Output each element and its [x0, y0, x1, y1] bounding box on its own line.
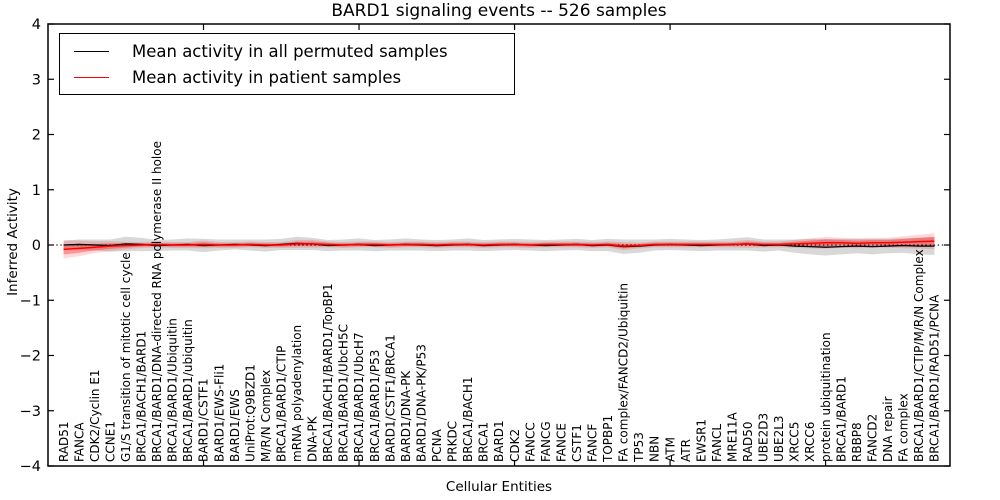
x-category-label: RAD50 — [741, 421, 755, 462]
x-category-label: BRCA1/BARD1/UbcH7 — [352, 332, 366, 462]
x-category-label: PRKDC — [446, 421, 460, 462]
legend-label-patient: Mean activity in patient samples — [132, 67, 402, 87]
x-category-label: CSTF1 — [570, 424, 584, 462]
series-band-patient-outer — [63, 233, 935, 259]
series-band-permuted — [63, 236, 935, 256]
x-category-label: UniProt:Q9BZD1 — [243, 364, 257, 462]
x-category-label: FANCA — [72, 422, 86, 462]
x-category-label: BARD1/CSTF1/BRCA1 — [383, 334, 397, 462]
x-category-label: FANCD2 — [865, 414, 879, 462]
x-category-label: DNA repair — [881, 396, 895, 462]
y-tick-label: −3 — [20, 404, 41, 420]
x-category-label: UBE2L3 — [772, 415, 786, 462]
x-category-label: RAD51 — [57, 421, 71, 462]
x-category-label: BARD1/EWS-Fli1 — [212, 364, 226, 462]
x-category-label: BARD1/DNA-PK — [399, 370, 413, 462]
x-category-label: BRCA1/BARD1/P53 — [368, 350, 382, 462]
y-tick-label: 0 — [32, 238, 41, 254]
x-category-label: BARD1 — [492, 420, 506, 462]
x-category-label: mRNA polyadenylation — [290, 325, 304, 462]
x-category-label: XRCC6 — [803, 422, 817, 462]
y-tick-label: −4 — [20, 459, 41, 475]
x-axis-label: Cellular Entities — [445, 479, 553, 495]
y-tick-label: 2 — [32, 128, 41, 144]
x-category-label: BARD1/DNA-PK/P53 — [414, 344, 428, 462]
x-category-label: G1/S transition of mitotic cell cycle — [119, 252, 133, 462]
y-tick-label: 4 — [32, 17, 41, 33]
x-category-label: BRCA1/BARD1/ubiquitin — [181, 319, 195, 462]
x-category-label: BRCA1/BACH1 — [461, 376, 475, 462]
x-category-label: RBBP8 — [850, 422, 864, 462]
y-tick-label: −1 — [20, 293, 41, 309]
x-category-label: BRCA1/BARD1/Ubiquitin — [166, 318, 180, 462]
x-category-label: BRCA1/BARD1/RAD51/PCNA — [928, 294, 942, 462]
x-category-label: FANCC — [523, 422, 537, 462]
x-category-label: TP53 — [632, 432, 646, 463]
legend-item-permuted: Mean activity in all permuted samples — [60, 42, 514, 61]
legend-line-swatch-patient — [74, 76, 109, 78]
x-category-label: CCNE1 — [103, 421, 117, 462]
x-category-label: CDK2/Cyclin E1 — [88, 369, 102, 462]
x-category-label: NBN — [648, 436, 662, 462]
x-category-label: M/R/N Complex — [259, 370, 273, 462]
x-category-label: FANCF — [586, 424, 600, 462]
x-category-label: BRCA1/BACH1/BARD1 — [135, 331, 149, 462]
x-category-label: EWSR1 — [694, 419, 708, 462]
x-category-label: FA complex/FANCD2/Ubiquitin — [617, 283, 631, 462]
x-category-label: DNA-PK — [306, 415, 320, 462]
x-category-label: BARD1/EWS — [228, 389, 242, 462]
legend-line-swatch-permuted — [74, 50, 109, 52]
x-category-label: BARD1/CSTF1 — [197, 378, 211, 462]
x-category-label: BRCA1/BARD1/DNA-directed RNA polymerase … — [150, 141, 164, 462]
legend: Mean activity in all permuted samples Me… — [59, 33, 515, 95]
x-category-label: ATM — [663, 437, 677, 462]
x-category-label: BRCA1/BARD1 — [834, 376, 848, 462]
y-tick-label: −2 — [20, 349, 41, 365]
x-category-label: MRE11A — [725, 411, 739, 462]
x-category-label: BRCA1/BACH1/BARD1/TopBP1 — [321, 283, 335, 462]
x-category-label: BRCA1/BARD1/CTIP — [274, 346, 288, 462]
x-category-label: FANCG — [539, 421, 553, 462]
legend-item-patient: Mean activity in patient samples — [60, 68, 514, 87]
x-category-label: FANCL — [710, 424, 724, 462]
x-category-label: PCNA — [430, 428, 444, 462]
x-category-label: FA complex — [897, 393, 911, 462]
x-category-label: ATR — [679, 439, 693, 462]
x-category-label: BRCA1/BARD1/UbcH5C — [337, 324, 351, 462]
x-category-label: XRCC5 — [788, 422, 802, 462]
y-tick-label: 3 — [32, 72, 41, 88]
legend-label-permuted: Mean activity in all permuted samples — [132, 41, 448, 61]
x-category-label: BRCA1/BARD1/CTIP/M/R/N Complex — [912, 249, 926, 462]
x-category-label: TOPBP1 — [601, 415, 615, 463]
x-category-label: CDK2 — [508, 429, 522, 462]
series-line-patient — [63, 240, 935, 251]
x-category-label: BRCA1 — [477, 422, 491, 462]
x-category-label: UBE2D3 — [757, 413, 771, 462]
x-category-label: protein ubiquitination — [819, 332, 833, 462]
x-category-label: FANCE — [554, 423, 568, 462]
chart-title: BARD1 signaling events -- 526 samples — [331, 1, 667, 21]
y-tick-label: 1 — [32, 183, 41, 199]
